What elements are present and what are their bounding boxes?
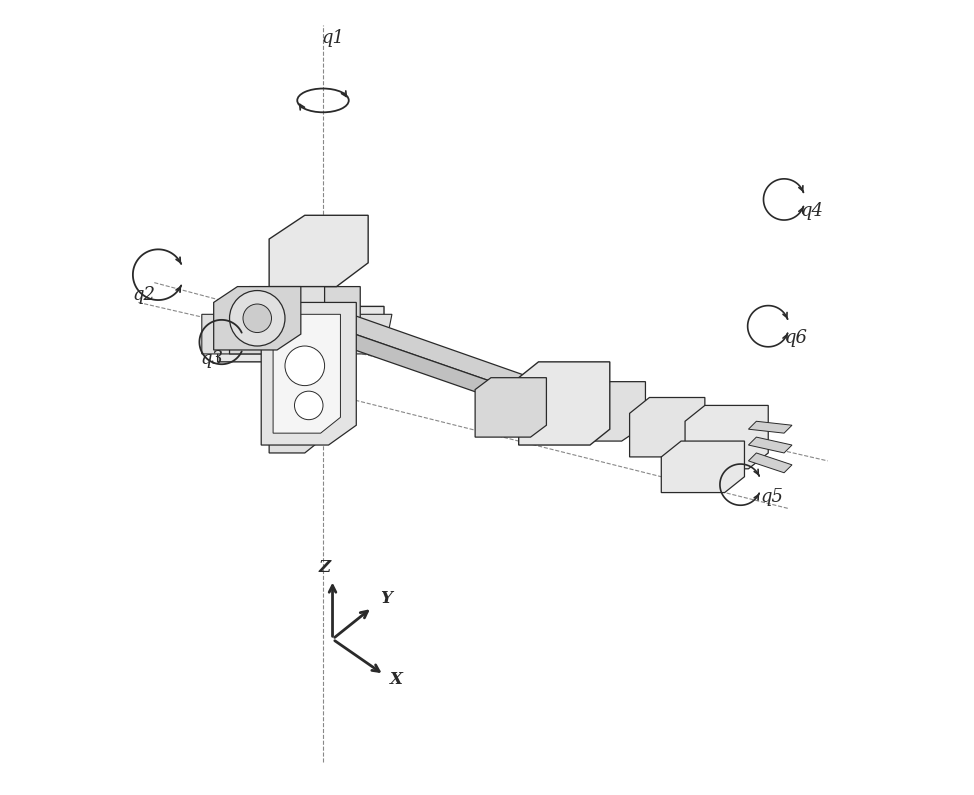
Text: q5: q5 [761,487,783,506]
Text: q4: q4 [800,203,823,220]
Circle shape [294,391,323,420]
Text: Y: Y [380,591,392,607]
Polygon shape [748,453,792,473]
Polygon shape [320,322,606,437]
Polygon shape [320,306,621,421]
Polygon shape [273,314,341,433]
Text: X: X [391,671,403,688]
Polygon shape [230,286,360,354]
Polygon shape [629,398,705,457]
Polygon shape [661,441,744,493]
Text: Z: Z [318,559,330,576]
Polygon shape [519,362,610,445]
Polygon shape [217,306,384,362]
Text: q3: q3 [201,351,223,368]
Text: q2: q2 [132,285,156,304]
Polygon shape [685,405,768,469]
Polygon shape [475,378,546,437]
Polygon shape [261,302,356,445]
Polygon shape [269,279,324,453]
Polygon shape [202,314,392,354]
Circle shape [285,346,324,386]
Polygon shape [269,215,368,286]
Polygon shape [213,286,301,350]
Polygon shape [566,382,646,441]
Text: q1: q1 [321,29,344,47]
Polygon shape [748,421,792,433]
Circle shape [230,290,285,346]
Polygon shape [748,437,792,453]
Text: q6: q6 [785,329,807,347]
Circle shape [243,304,272,332]
